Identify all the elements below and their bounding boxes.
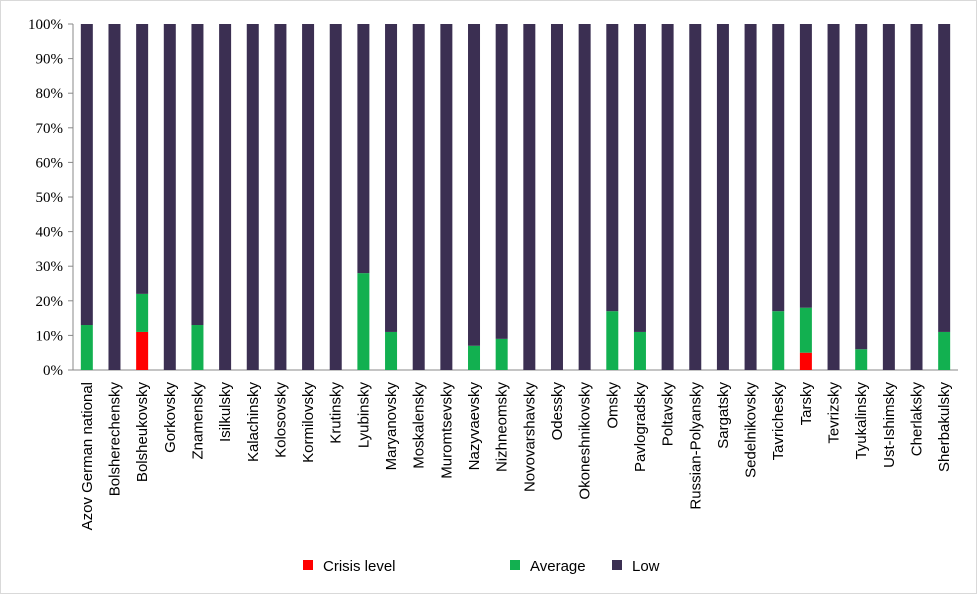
bar-segment <box>80 24 93 326</box>
legend-label: Average <box>530 558 586 575</box>
bar-segment <box>495 24 508 339</box>
x-tick-label: Gorkovsky <box>162 382 179 453</box>
x-tick-label: Poltavsky <box>660 382 677 447</box>
bar-segment <box>855 24 868 350</box>
x-tick-label: Nizhneomsky <box>494 382 511 473</box>
bar-segment <box>910 24 923 370</box>
bar-segment <box>468 24 481 346</box>
bar-segment <box>136 24 149 294</box>
x-tick-label: Tavrichesky <box>770 382 787 461</box>
bar-segment <box>468 345 481 370</box>
y-tick-label: 90% <box>36 52 64 68</box>
bar-segment <box>274 24 287 370</box>
y-tick-label: 40% <box>36 225 64 241</box>
bar-segment <box>633 24 646 332</box>
x-tick-label: Krutinsky <box>328 382 345 444</box>
bar-segment <box>329 24 342 370</box>
bar-segment <box>799 307 812 353</box>
legend-label: Crisis level <box>323 558 396 575</box>
y-tick-label: 0% <box>43 363 63 379</box>
x-tick-label: Kormilovsky <box>300 382 317 463</box>
bar-segment <box>578 24 591 370</box>
x-tick-label: Tarsky <box>798 382 815 426</box>
x-tick-label: Odessky <box>549 382 566 441</box>
x-tick-label: Sherbakulsky <box>936 382 953 473</box>
x-tick-label: Isilkulsky <box>217 382 234 443</box>
x-tick-label: Tevrizsky <box>826 382 843 444</box>
x-tick-label: Moskalensky <box>411 382 428 469</box>
bar-segment <box>799 352 812 370</box>
bar-segment <box>412 24 425 370</box>
bar-segment <box>385 331 398 370</box>
bar-segment <box>136 293 149 332</box>
y-tick-label: 20% <box>36 294 64 310</box>
x-tick-label: Sedelnikovsky <box>743 382 760 478</box>
x-tick-label: Tyukalinsky <box>853 382 870 460</box>
bar-segment <box>191 24 204 326</box>
bar-segment <box>163 24 176 370</box>
x-tick-label: Okoneshnikovsky <box>577 382 594 500</box>
bar-segment <box>246 24 259 370</box>
legend-marker <box>303 560 313 570</box>
bar-segment <box>191 325 204 370</box>
y-tick-label: 100% <box>28 17 63 33</box>
bar-segment <box>357 273 370 370</box>
x-tick-label: Cherlaksky <box>909 382 926 457</box>
x-tick-label: Nazyvaevsky <box>466 382 483 471</box>
x-tick-label: Novovarshavsky <box>521 382 538 493</box>
x-tick-label: Kalachinsky <box>245 382 262 463</box>
bar-segment <box>855 349 868 370</box>
bar-segment <box>440 24 453 370</box>
bar-segment <box>882 24 895 370</box>
x-tick-label: Omsky <box>604 382 621 429</box>
bar-segment <box>523 24 536 370</box>
legend-marker <box>612 560 622 570</box>
bar-segment <box>219 24 232 370</box>
x-tick-label: Pavlogradsky <box>632 382 649 473</box>
x-tick-label: Bolsheukovsky <box>134 382 151 483</box>
bar-segment <box>136 331 149 370</box>
bar-segment <box>744 24 757 370</box>
x-tick-label: Ust-Ishimsky <box>881 382 898 468</box>
y-tick-label: 50% <box>36 190 64 206</box>
legend-marker <box>510 560 520 570</box>
bar-segment <box>772 311 785 370</box>
x-tick-label: Sargatsky <box>715 382 732 449</box>
bar-segment <box>827 24 840 370</box>
x-tick-label: Kolosovsky <box>272 382 289 458</box>
bar-segment <box>302 24 315 370</box>
bar-segment <box>689 24 702 370</box>
x-tick-label: Lyubinsky <box>355 382 372 449</box>
bar-segment <box>938 331 951 370</box>
y-tick-label: 30% <box>36 259 64 275</box>
bar-segment <box>357 24 370 274</box>
x-tick-label: Azov German national <box>79 382 96 530</box>
bar-segment <box>606 311 619 370</box>
bar-segment <box>495 338 508 370</box>
x-tick-label: Znamensky <box>189 382 206 460</box>
bar-segment <box>80 325 93 370</box>
y-tick-label: 10% <box>36 328 64 344</box>
x-tick-label: Muromtsevsky <box>438 382 455 479</box>
x-tick-label: Bolsherechensky <box>106 382 123 497</box>
y-tick-label: 70% <box>36 121 64 137</box>
x-tick-label: Russian-Polyansky <box>687 382 704 510</box>
bar-segment <box>385 24 398 332</box>
bar-segment <box>938 24 951 332</box>
y-tick-label: 60% <box>36 155 64 171</box>
bar-segment <box>550 24 563 370</box>
legend-label: Low <box>632 558 660 575</box>
x-tick-label: Maryanovsky <box>383 382 400 471</box>
bar-segment <box>772 24 785 312</box>
bar-segment <box>108 24 121 370</box>
bar-segment <box>633 331 646 370</box>
bar-segment <box>799 24 812 308</box>
bar-segment <box>661 24 674 370</box>
y-tick-label: 80% <box>36 86 64 102</box>
bar-segment <box>606 24 619 312</box>
bar-segment <box>716 24 729 370</box>
